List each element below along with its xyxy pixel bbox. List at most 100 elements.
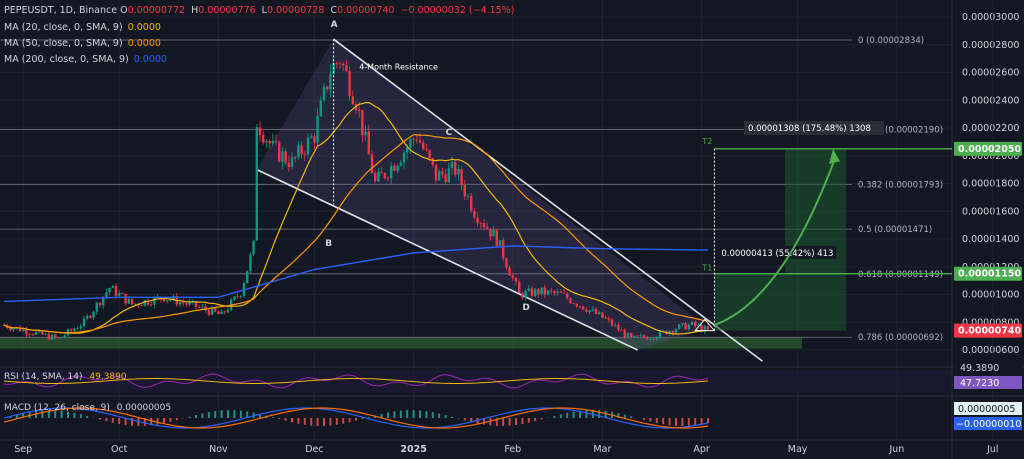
y-tick-label: 0.00002600 <box>962 68 1019 79</box>
macd-histogram-bar <box>687 418 690 426</box>
candle-body <box>700 325 703 332</box>
macd-histogram-bar <box>572 411 575 418</box>
candle-body <box>530 288 534 296</box>
candle-body <box>684 323 687 330</box>
point-a-label: A <box>331 20 338 30</box>
candle-body <box>636 335 639 337</box>
candle-body <box>444 174 447 183</box>
macd-histogram-bar <box>259 413 261 418</box>
candle-body <box>322 86 326 101</box>
candle-body <box>118 293 121 296</box>
candle-body <box>210 307 214 315</box>
macd-histogram-bar <box>463 418 466 421</box>
candle-body <box>306 137 310 155</box>
candle-body <box>255 127 258 241</box>
candle-body <box>582 306 585 310</box>
candle-body <box>310 136 313 138</box>
candle-body <box>31 334 34 336</box>
candle-body <box>57 337 60 339</box>
candle-body <box>249 254 252 271</box>
ma200-legend[interactable]: MA (200, close, 0, SMA, 9) 0.0000 <box>4 53 167 66</box>
candle-body <box>364 131 367 136</box>
candle-body <box>460 169 463 186</box>
candle-body <box>495 229 498 246</box>
ohlc-close-value: 0.00000740 <box>337 5 395 16</box>
macd-histogram-bar <box>47 410 50 418</box>
candle-body <box>54 334 57 338</box>
macd-label: MACD (12, 26, close, 9) <box>4 403 110 413</box>
rsi-scale-b-bg <box>954 376 1022 389</box>
candle-body <box>297 145 300 158</box>
macd-histogram-bar <box>694 418 697 426</box>
point-b-label: B <box>325 239 332 249</box>
macd-histogram-bar <box>303 418 306 425</box>
candle-body <box>268 141 271 144</box>
ohlc-low-label: L <box>261 5 267 16</box>
candle-body <box>508 267 511 276</box>
macd-histogram-bar <box>431 412 434 418</box>
x-tick-label: Apr <box>693 444 710 455</box>
macd-histogram-bar <box>335 418 338 425</box>
rsi-value: 49.3890 <box>89 372 127 382</box>
candle-body <box>95 302 98 312</box>
candle-body <box>572 303 575 304</box>
candle-body <box>441 171 444 175</box>
ohlc-close-label: C <box>330 5 338 16</box>
fib-level-label: 0.5 (0.00001471) <box>858 225 932 235</box>
point-d-label: D <box>522 303 529 313</box>
macd-histogram-bar <box>412 410 415 418</box>
candle-body <box>127 298 130 304</box>
candle-body <box>153 297 156 305</box>
x-tick-label: Jul <box>986 444 998 455</box>
point-c-label: C <box>446 128 453 138</box>
candle-body <box>703 326 706 332</box>
macd-histogram-bar <box>553 415 556 418</box>
macd-histogram-bar <box>105 418 108 422</box>
ohlc-low-value: 0.00000728 <box>266 5 325 16</box>
macd-histogram-bar <box>457 418 460 419</box>
candle-body <box>569 298 572 304</box>
candle-body <box>111 285 114 288</box>
candle-body <box>60 337 63 338</box>
macd-histogram-bar <box>99 418 101 420</box>
candle-body <box>252 240 255 255</box>
macd-histogram-bar <box>239 410 242 418</box>
candle-body <box>562 292 566 294</box>
candle-body <box>409 139 412 148</box>
candle-body <box>143 300 146 306</box>
macd-legend[interactable]: MACD (12, 26, close, 9) 0.00000005 <box>4 403 171 413</box>
macd-histogram-bar <box>291 418 293 423</box>
ma200-label: MA (200, close, 0, SMA, 9) <box>4 54 129 65</box>
candle-body <box>470 195 473 212</box>
y-tick-label: 0.00002000 <box>962 151 1019 162</box>
macd-histogram-bar <box>579 410 581 418</box>
macd-histogram-bar <box>367 417 370 418</box>
candle-body <box>214 307 217 312</box>
candle-body <box>415 139 418 141</box>
ohlc-high-label: H <box>191 5 199 16</box>
candle-body <box>194 301 198 308</box>
candle-body <box>514 277 518 282</box>
candle-body <box>34 332 38 335</box>
support-zone <box>0 337 802 349</box>
candle-body <box>697 325 700 327</box>
candle-body <box>617 324 620 330</box>
projection-arrow <box>714 158 836 326</box>
macd-histogram-bar <box>131 418 133 426</box>
candle-body <box>102 296 105 306</box>
macd-histogram-bar <box>444 415 447 418</box>
ma20-legend[interactable]: MA (20, close, 0, SMA, 9) 0.0000 <box>4 21 161 34</box>
x-tick-label: 2025 <box>400 444 426 455</box>
macd-histogram-bar <box>387 412 389 418</box>
ma50-legend[interactable]: MA (50, close, 0, SMA, 9) 0.0000 <box>4 37 161 50</box>
candle-body <box>316 116 319 143</box>
macd-scale-b: −0.00000010 <box>956 419 1021 430</box>
candle-body <box>431 158 434 165</box>
macd-histogram-bar <box>111 418 114 423</box>
rsi-legend[interactable]: RSI (14, SMA, 14) 49.3890 <box>4 372 127 382</box>
macd-histogram-bar <box>521 418 524 425</box>
candle-body <box>598 312 601 314</box>
candle-body <box>258 127 262 135</box>
candle-body <box>233 296 236 300</box>
